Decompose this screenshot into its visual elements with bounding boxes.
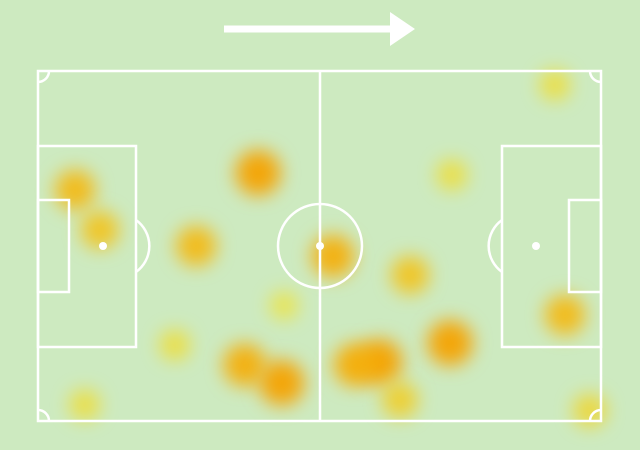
heat-spot <box>333 343 377 387</box>
penalty-spot <box>532 242 540 250</box>
heat-spot <box>572 393 607 428</box>
penalty-arc <box>135 218 151 274</box>
arrow-head <box>390 12 415 46</box>
corner-arc <box>37 408 51 422</box>
heat-spot <box>223 343 267 387</box>
six-yard-box <box>567 198 603 294</box>
pitch-lines <box>36 69 603 423</box>
heat-spot <box>382 382 419 418</box>
corner-arc <box>37 70 51 84</box>
heat-spot <box>311 234 355 278</box>
heat-spot <box>427 320 473 366</box>
heat-spot <box>175 225 217 267</box>
heat-spot <box>539 69 571 101</box>
heat-spot <box>235 150 281 196</box>
heat-spot <box>159 329 191 361</box>
direction-arrow <box>224 12 415 46</box>
corner-arc <box>588 70 602 84</box>
heat-spot <box>436 159 468 191</box>
corner-arc <box>588 408 602 422</box>
center-circle <box>276 202 364 290</box>
heat-spot <box>54 169 96 211</box>
heat-spot <box>80 210 120 250</box>
heat-spot <box>390 255 430 295</box>
heat-spot <box>544 294 586 336</box>
heat-spot <box>69 389 101 421</box>
penalty-spot <box>99 242 107 250</box>
heat-spot <box>269 291 299 320</box>
penalty-arc <box>487 218 503 274</box>
center-spot <box>316 242 324 250</box>
six-yard-box <box>36 198 71 294</box>
heat-spot <box>258 360 305 406</box>
